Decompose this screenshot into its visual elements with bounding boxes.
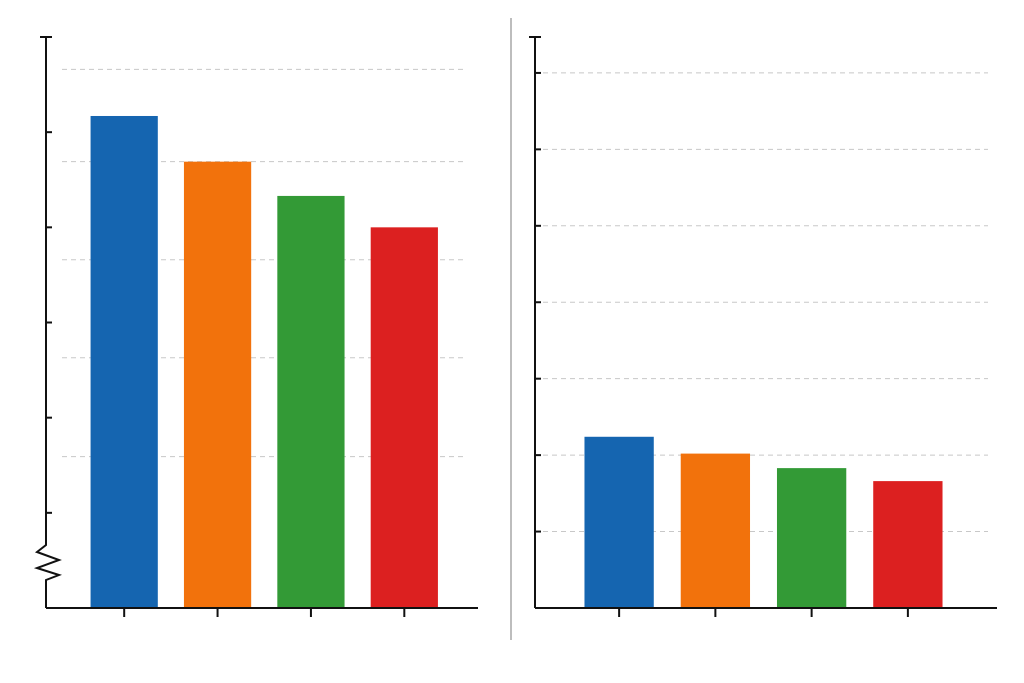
bar (90, 115, 158, 608)
bar (584, 436, 654, 608)
axis-break (33, 540, 63, 585)
bar (776, 468, 847, 608)
bar (370, 227, 438, 609)
bar (680, 453, 751, 608)
bar (873, 481, 943, 608)
bar (183, 161, 252, 608)
axis-break-gap (43, 540, 49, 582)
bar (277, 195, 345, 608)
